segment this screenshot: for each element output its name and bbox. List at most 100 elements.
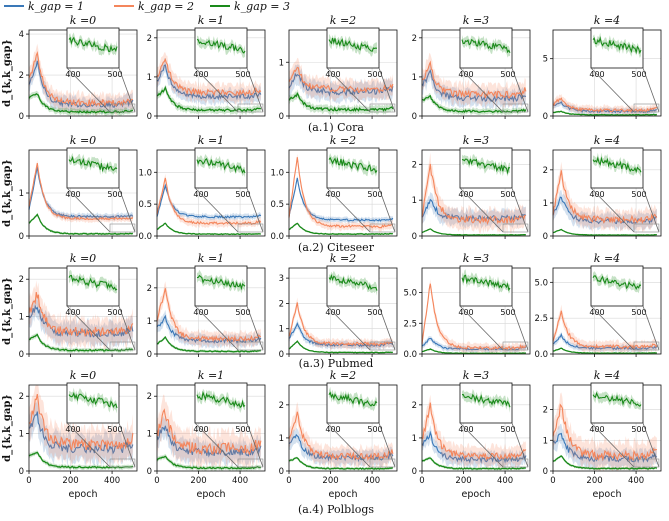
y-tick-label: 2.5 (403, 319, 417, 329)
series-line (421, 402, 527, 462)
panel-title: k =3 (463, 369, 489, 382)
y-tick-label: 0.0 (138, 232, 152, 242)
x-axis-label: epoch (329, 489, 358, 500)
y-axis-label: d_{k,k_gap} (2, 39, 13, 107)
y-tick-label: 1 (19, 189, 24, 199)
series-line (28, 92, 134, 114)
y-tick-label: 1 (279, 325, 284, 335)
zoom-inset: 400500 (325, 27, 396, 113)
inset-line (196, 390, 246, 409)
x-tick-label: 200 (586, 476, 602, 486)
inset-connector (459, 187, 504, 233)
y-tick-label: 0 (543, 467, 548, 477)
y-tick-label: 3 (279, 274, 284, 284)
y-tick-label: 1 (147, 430, 152, 440)
inset-line (196, 38, 246, 54)
series-band (422, 394, 526, 471)
panel-polblogs-k2: 400500k =2 0 1 2 0 200 400 epoch (279, 369, 398, 500)
inset-connector (378, 67, 396, 113)
inset-source-box (369, 223, 396, 233)
x-axis-label: epoch (462, 489, 491, 500)
series-line (28, 393, 134, 452)
y-tick-label: 0 (543, 112, 548, 122)
zoom-inset: 400500 (65, 382, 136, 468)
y-tick-label: 1 (543, 436, 548, 446)
inset-line (461, 38, 511, 54)
y-tick-label: 2 (19, 392, 24, 402)
panel-cora-k3: 400500k =3 0 1 2 (412, 14, 531, 122)
zoom-inset: 400500 (193, 382, 264, 468)
inset-tick-label: 500 (367, 70, 382, 79)
inset-connector (194, 187, 239, 233)
inset-line (328, 273, 378, 291)
inset-connector (326, 422, 371, 468)
inset-connector (246, 305, 264, 351)
inset-frame (66, 147, 120, 189)
panel-title: k =0 (70, 134, 96, 147)
legend-entry: k_gap = 2 (114, 0, 194, 13)
series-band (553, 454, 657, 471)
y-axis-label: d_{k,k_gap} (2, 159, 13, 227)
inset-source-box (237, 341, 264, 351)
zoom-inset: 400500 (65, 265, 136, 351)
inset-connector (118, 422, 136, 468)
zoom-inset: 400500 (65, 27, 136, 113)
inset-connector (118, 305, 136, 351)
series-line (288, 340, 393, 354)
inset-connector (378, 422, 396, 468)
series-line (552, 332, 658, 351)
inset-source-box (109, 103, 136, 113)
zoom-inset: 400500 (325, 147, 396, 233)
series-line (28, 304, 134, 339)
inset-source-box (109, 458, 136, 468)
series-line (28, 50, 133, 108)
series-line (552, 347, 657, 355)
series-line (552, 455, 658, 470)
inset-source-box (633, 458, 660, 468)
inset-source-box (633, 103, 660, 113)
series-line (28, 411, 134, 455)
y-tick-label: 2 (147, 34, 152, 44)
y-tick-label: 2 (543, 406, 548, 416)
row-caption: (a.3) Pubmed (299, 357, 374, 370)
y-tick-label: 0 (147, 112, 152, 122)
inset-connector (326, 67, 371, 113)
y-tick-label: 4 (19, 30, 24, 40)
series-band (422, 93, 526, 116)
series-band (29, 280, 133, 352)
inset-connector (378, 187, 396, 233)
inset-tick-label: 500 (235, 425, 250, 434)
series-line (28, 162, 134, 221)
series-line (552, 110, 657, 116)
zoom-inset: 400500 (193, 147, 264, 233)
zoom-inset: 400500 (458, 27, 529, 113)
inset-frame (194, 27, 248, 69)
y-tick-label: 1 (19, 313, 24, 323)
y-tick-label: 1 (412, 73, 417, 83)
x-tick-label: 200 (190, 476, 206, 486)
y-tick-label: 0.5 (270, 200, 284, 210)
inset-band (462, 389, 510, 413)
panel-title: k =3 (463, 14, 489, 27)
y-tick-label: 0 (543, 232, 548, 242)
series-line (288, 157, 394, 229)
inset-frame (459, 265, 513, 307)
x-tick-label: 0 (286, 476, 291, 486)
inset-connector (246, 187, 264, 233)
series-line (28, 451, 134, 469)
inset-tick-label: 500 (631, 425, 646, 434)
inset-connector (194, 305, 239, 351)
zoom-inset: 400500 (458, 265, 529, 351)
panel-pubmed-k0: 400500k =0 0 1 2 (19, 252, 138, 360)
inset-connector (642, 187, 660, 233)
inset-source-box (237, 223, 264, 233)
series-band (553, 304, 657, 354)
series-line (156, 222, 261, 236)
series-line (288, 433, 394, 463)
inset-connector (66, 305, 111, 351)
inset-connector (511, 187, 529, 233)
series-line (552, 97, 658, 113)
inset-line (592, 275, 642, 291)
inset-connector (118, 67, 136, 113)
